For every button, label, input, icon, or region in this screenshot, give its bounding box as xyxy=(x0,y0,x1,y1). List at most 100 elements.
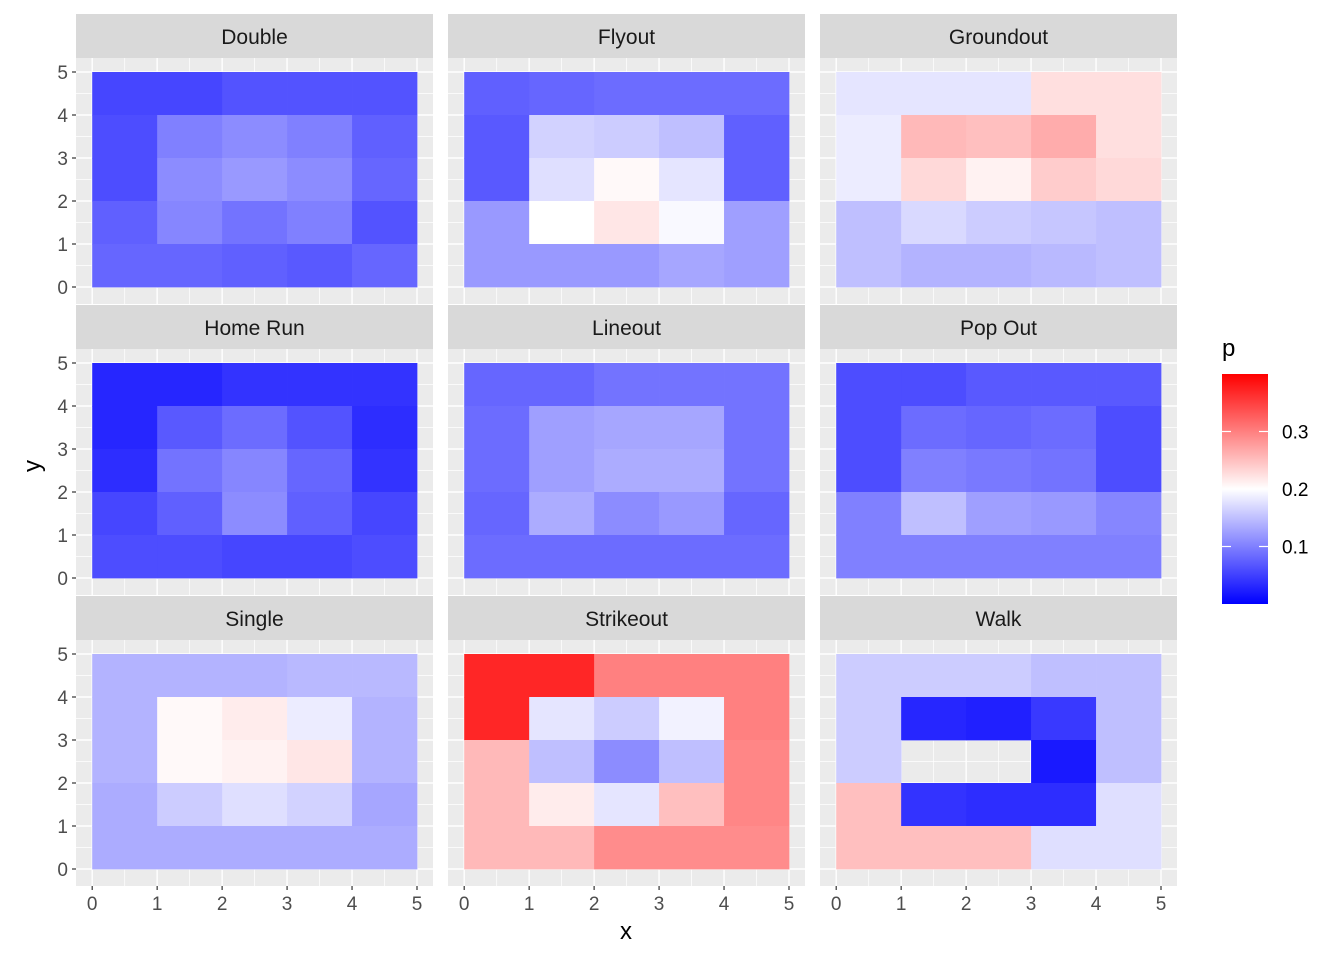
tile xyxy=(352,244,418,288)
tile xyxy=(659,449,725,493)
tile xyxy=(287,363,353,407)
tile xyxy=(464,535,530,579)
tile xyxy=(1031,244,1097,288)
tile xyxy=(901,783,967,827)
x-tick-label: 5 xyxy=(1156,894,1167,915)
strip-pop-out xyxy=(820,305,1177,349)
tile xyxy=(594,449,660,493)
x-tick-label: 3 xyxy=(654,894,665,915)
tile xyxy=(966,654,1032,698)
tile xyxy=(352,201,418,245)
strip-home-run xyxy=(76,305,433,349)
tile xyxy=(92,492,158,536)
tile xyxy=(659,740,725,784)
tile xyxy=(966,535,1032,579)
tile xyxy=(1031,158,1097,202)
tile xyxy=(594,697,660,741)
tile xyxy=(464,492,530,536)
tile xyxy=(836,406,902,450)
tile xyxy=(1031,406,1097,450)
x-tick-label: 2 xyxy=(217,894,228,915)
tile xyxy=(1096,783,1162,827)
tile xyxy=(724,783,790,827)
tile xyxy=(464,449,530,493)
tile xyxy=(92,72,158,116)
tile xyxy=(901,115,967,159)
panel-double: Double 0 1 2 3 4 5 xyxy=(57,14,433,304)
tile xyxy=(92,406,158,450)
x-tick-label: 1 xyxy=(524,894,535,915)
tile xyxy=(92,697,158,741)
tile xyxy=(464,654,530,698)
tile xyxy=(836,697,902,741)
panel-single: Single 0 1 2 3 4 5 0 1 2 3 4 5 xyxy=(57,596,433,915)
tile xyxy=(287,654,353,698)
tile xyxy=(529,201,595,245)
tile xyxy=(724,449,790,493)
x-tick-label: 1 xyxy=(896,894,907,915)
tile xyxy=(594,115,660,159)
panel-home-run: Home Run 0 1 2 3 4 5 xyxy=(57,305,433,595)
tile xyxy=(287,406,353,450)
x-tick-label: 3 xyxy=(282,894,293,915)
tile xyxy=(1096,492,1162,536)
tile xyxy=(529,654,595,698)
tile xyxy=(659,115,725,159)
tile xyxy=(352,449,418,493)
tiles-single xyxy=(92,654,418,870)
tile xyxy=(594,72,660,116)
tile xyxy=(287,826,353,870)
tile xyxy=(352,72,418,116)
tile xyxy=(157,783,223,827)
tile xyxy=(222,783,288,827)
x-tick-label: 4 xyxy=(719,894,730,915)
tile xyxy=(529,72,595,116)
tile xyxy=(724,740,790,784)
tile xyxy=(901,244,967,288)
tile xyxy=(901,826,967,870)
tile xyxy=(836,244,902,288)
tile xyxy=(1031,363,1097,407)
tile xyxy=(594,158,660,202)
tile xyxy=(157,654,223,698)
panel-strikeout: Strikeout 0 1 2 3 4 5 xyxy=(448,596,805,915)
y-tick-label: 1 xyxy=(57,235,68,256)
tile xyxy=(1031,826,1097,870)
tile xyxy=(529,406,595,450)
strip-flyout xyxy=(448,14,805,58)
tile xyxy=(901,406,967,450)
tile xyxy=(1096,697,1162,741)
tile xyxy=(1031,449,1097,493)
tiles-home-run xyxy=(92,363,418,579)
tile xyxy=(464,740,530,784)
tile xyxy=(287,244,353,288)
tile xyxy=(1096,158,1162,202)
tile xyxy=(464,826,530,870)
tile xyxy=(1096,363,1162,407)
tile xyxy=(966,244,1032,288)
tile xyxy=(724,654,790,698)
tile xyxy=(724,201,790,245)
tile xyxy=(836,740,902,784)
tile xyxy=(352,654,418,698)
tile xyxy=(901,363,967,407)
tiles-pop-out xyxy=(836,363,1162,579)
tile xyxy=(92,158,158,202)
tile xyxy=(901,535,967,579)
tile xyxy=(529,697,595,741)
x-tick-label: 0 xyxy=(87,894,98,915)
tile xyxy=(157,449,223,493)
tile xyxy=(352,783,418,827)
tile xyxy=(1031,115,1097,159)
tile xyxy=(594,740,660,784)
tile xyxy=(92,115,158,159)
tile xyxy=(352,826,418,870)
tile xyxy=(157,363,223,407)
y-tick-label: 5 xyxy=(57,63,68,84)
tile xyxy=(222,654,288,698)
y-tick-label: 3 xyxy=(57,149,68,170)
tile xyxy=(157,72,223,116)
panel-pop-out: Pop Out xyxy=(820,305,1177,595)
tile xyxy=(529,244,595,288)
x-tick-label: 5 xyxy=(412,894,423,915)
